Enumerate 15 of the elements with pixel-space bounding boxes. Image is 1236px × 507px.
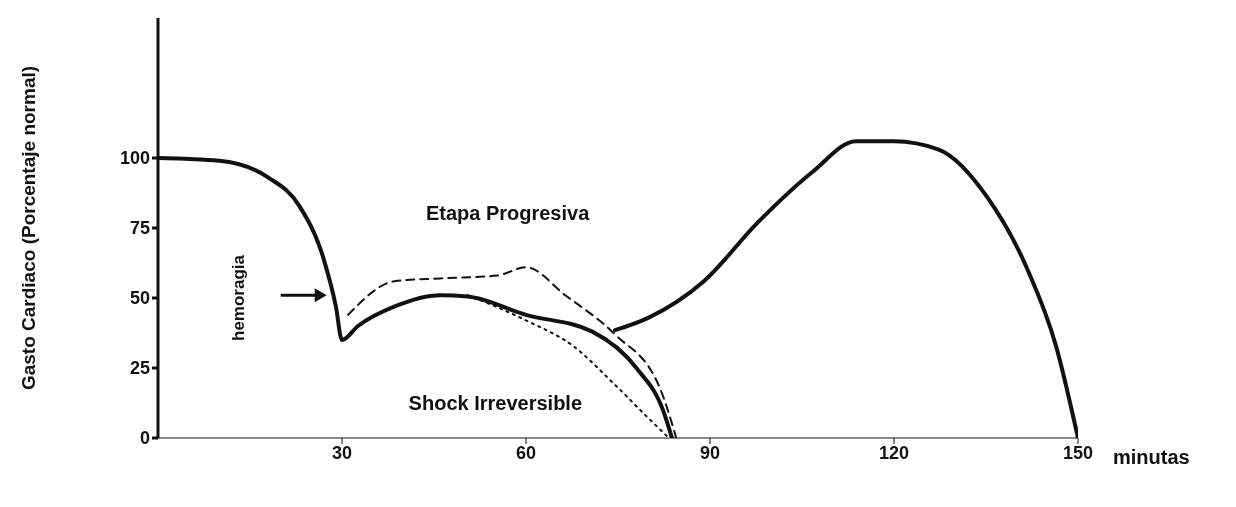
annotation: Shock Irreversible xyxy=(408,392,583,414)
y-tick-label: 75 xyxy=(129,218,150,239)
y-tick-label: 0 xyxy=(139,428,150,449)
x-tick-label: 90 xyxy=(699,442,721,463)
x-tick-label: 120 xyxy=(878,442,910,463)
y-tick-label: 25 xyxy=(129,358,150,379)
annotation: hemoragia xyxy=(228,254,248,341)
y-tick-label: 100 xyxy=(119,148,150,169)
annotation: Etapa Progresiva xyxy=(425,201,591,224)
x-tick-label: 30 xyxy=(331,442,353,463)
x-tick-label: 60 xyxy=(515,442,537,463)
y-tick-label: 50 xyxy=(129,288,150,309)
x-tick-label: 150 xyxy=(1062,442,1094,463)
y-axis-title: Gasto Cardiaco (Porcentaje normal) xyxy=(17,65,39,391)
x-axis-title: minutas xyxy=(1113,446,1190,468)
